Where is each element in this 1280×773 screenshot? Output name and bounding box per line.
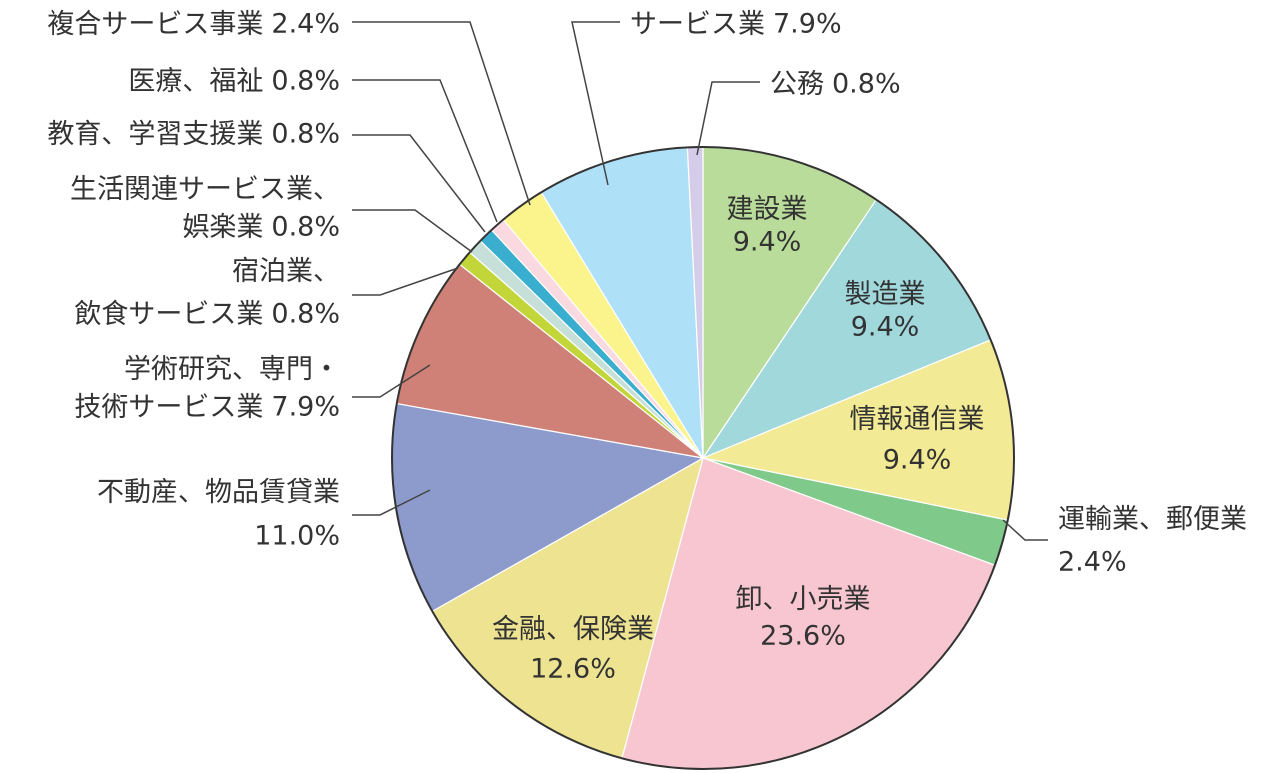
slice-label: 複合サービス事業	[47, 9, 263, 40]
slice-label: 建設業	[727, 194, 808, 225]
slice-label: 不動産、物品賃貸業	[97, 477, 340, 508]
slice-label-line: 学術研究、専門・	[124, 354, 340, 385]
slice-label: 医療、福祉	[128, 66, 263, 97]
slice-label: サービス業	[630, 9, 765, 40]
leader-line	[352, 134, 486, 233]
value-label: 7.9%	[773, 9, 842, 40]
value-label: 9.4%	[733, 227, 802, 258]
slice-label-line: 飲食サービス業	[74, 299, 263, 330]
slice-label-line: 複合サービス事業	[47, 9, 263, 40]
slice-label: 教育、学習支援業	[47, 119, 263, 150]
value-label: 0.8%	[271, 119, 340, 150]
leader-line	[352, 209, 473, 253]
slice-label-line: サービス業	[630, 9, 765, 40]
slice-label: 公務	[770, 69, 824, 100]
slice-label-line: 医療、福祉	[128, 66, 263, 97]
slice-label-line: 不動産、物品賃貸業	[97, 477, 340, 508]
slice-label-line: 建設業	[727, 194, 808, 225]
slice-label-line: 運輸業、郵便業	[1058, 504, 1247, 535]
leader-line	[352, 267, 459, 296]
value-label: 23.6%	[760, 621, 846, 652]
leader-line	[1002, 519, 1048, 541]
value-label: 11.0%	[254, 521, 340, 552]
pie-outline	[391, 146, 1015, 770]
value-label: 7.9%	[271, 392, 340, 423]
leader-line	[352, 489, 431, 516]
leader-line	[696, 81, 760, 156]
slice-label-line: 情報通信業	[850, 404, 985, 435]
leader-line	[571, 21, 620, 186]
slice-label-line: 公務	[770, 69, 824, 100]
slice-label-line: 宿泊業、	[232, 256, 340, 287]
value-label: 0.8%	[271, 212, 340, 243]
value-label: 0.8%	[271, 66, 340, 97]
leader-line	[352, 364, 431, 398]
value-label: 2.4%	[1058, 547, 1127, 578]
leader-line	[352, 21, 531, 206]
slice-label-line: 金融、保険業	[492, 614, 654, 645]
value-label: 9.4%	[851, 312, 920, 343]
slice-label: 金融、保険業	[492, 614, 654, 645]
slice-label: 生活関連サービス業、娯楽業	[70, 174, 340, 243]
value-label: 0.8%	[832, 69, 901, 100]
slice-label: 運輸業、郵便業	[1058, 504, 1247, 535]
value-label: 2.4%	[271, 9, 340, 40]
slice-label-line: 卸、小売業	[736, 584, 871, 615]
slice-label: 製造業	[845, 279, 926, 310]
slice-label: 宿泊業、飲食サービス業	[74, 256, 340, 330]
value-label: 9.4%	[883, 445, 952, 476]
leader-line	[352, 79, 498, 223]
slice-label-line: 製造業	[845, 279, 926, 310]
slice-label: 卸、小売業	[736, 584, 871, 615]
slice-label-line: 教育、学習支援業	[47, 119, 263, 150]
value-label: 0.8%	[271, 299, 340, 330]
slice-label: 学術研究、専門・技術サービス業	[74, 354, 340, 423]
slice-label-line: 生活関連サービス業、	[70, 174, 340, 205]
slice-label: 情報通信業	[850, 404, 985, 435]
slice-label-line: 技術サービス業	[74, 392, 263, 423]
slice-label-line: 娯楽業	[182, 212, 263, 243]
value-label: 12.6%	[530, 654, 616, 685]
